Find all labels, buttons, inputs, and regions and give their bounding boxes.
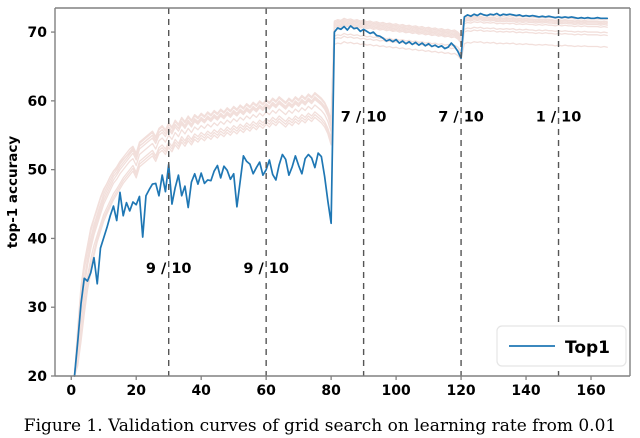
- y-tick-label: 50: [28, 163, 48, 179]
- background-series-line-8: [73, 13, 608, 377]
- axes-spines: [54, 7, 631, 377]
- background-series-line-2: [73, 21, 608, 377]
- figure-caption: Figure 1. Validation curves of grid sear…: [23, 416, 617, 436]
- annotation-30: 9 / 10: [146, 261, 192, 277]
- background-series-line-5: [73, 16, 608, 377]
- y-tick-label: 40: [28, 231, 48, 247]
- legend-entry-label: Top1: [565, 338, 610, 358]
- milestone-annotations: 9 / 10 9 / 10 7 / 10 7 / 10 1 / 10: [146, 109, 582, 276]
- y-axis-label: top-1 accuracy: [5, 136, 21, 249]
- annotation-90: 7 / 10: [341, 109, 387, 125]
- x-axis-ticks: 0 20 40 60 80 100 120 140 160: [66, 376, 606, 399]
- x-tick-label: 100: [381, 383, 410, 399]
- y-tick-label: 60: [28, 94, 48, 110]
- x-tick-label: 20: [126, 383, 146, 399]
- y-tick-label: 70: [28, 25, 48, 41]
- validation-curves-chart: 0 20 40 60 80 100 120 140 160 20 30 40 50 60 70 9 / 1…: [5, 7, 631, 399]
- annotation-120: 7 / 10: [438, 109, 484, 125]
- background-series-line-1: [73, 15, 608, 377]
- y-tick-label: 30: [28, 300, 48, 316]
- background-series-line-4: [73, 41, 608, 377]
- top1-series-line: [73, 12, 609, 377]
- chart-legend[interactable]: Top1: [496, 325, 627, 367]
- y-axis-ticks: 20 30 40 50 60 70: [28, 25, 55, 385]
- y-tick-label: 20: [28, 369, 48, 385]
- background-series-line-6: [73, 26, 608, 377]
- x-tick-label: 120: [446, 383, 475, 399]
- annotation-150: 1 / 10: [536, 109, 582, 125]
- top1-curve: [73, 12, 609, 377]
- x-tick-label: 0: [66, 383, 76, 399]
- annotation-60: 9 / 10: [243, 261, 289, 277]
- x-tick-label: 40: [191, 383, 211, 399]
- background-series-line-3: [73, 17, 608, 377]
- x-tick-label: 140: [511, 383, 540, 399]
- background-series-line-9: [73, 29, 608, 377]
- milestone-gridlines: [168, 8, 560, 376]
- x-tick-label: 60: [256, 383, 276, 399]
- background-series-line-7: [73, 19, 608, 377]
- background-run-curves: [73, 13, 608, 377]
- legend-box[interactable]: [496, 325, 627, 367]
- x-tick-label: 160: [576, 383, 605, 399]
- x-tick-label: 80: [321, 383, 341, 399]
